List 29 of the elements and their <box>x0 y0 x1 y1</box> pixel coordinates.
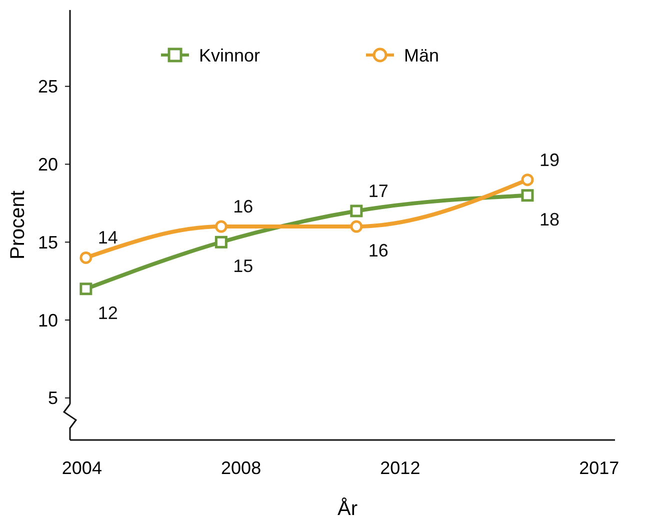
x-tick-label: 2012 <box>380 458 420 478</box>
point <box>521 174 534 186</box>
point <box>350 204 363 218</box>
data-label: 18 <box>539 209 560 230</box>
point <box>80 251 92 264</box>
y-tick-label: 10 <box>38 310 58 330</box>
y-axis-title: Procent <box>7 190 29 260</box>
x-axis-title: År <box>338 497 358 520</box>
y-tick-label: 20 <box>38 154 58 175</box>
point <box>521 189 534 202</box>
point <box>214 236 228 248</box>
point <box>80 282 92 296</box>
data-label: 19 <box>539 150 560 170</box>
x-tick-label: 2017 <box>579 458 620 478</box>
y-tick-label: 15 <box>38 232 58 252</box>
point <box>214 220 228 233</box>
x-tick-label: 2004 <box>62 458 102 478</box>
y-tick-label: 5 <box>48 388 58 408</box>
y-tick-label: 25 <box>38 76 58 97</box>
data-label: 15 <box>233 256 254 276</box>
data-label: 16 <box>233 196 254 217</box>
data-label: 17 <box>368 180 388 201</box>
data-label: 16 <box>368 240 388 261</box>
x-tick-label: 2008 <box>221 458 262 478</box>
legend-label: Män <box>404 45 440 66</box>
data-label: 12 <box>98 302 118 323</box>
point <box>350 220 363 233</box>
legend-label: Kvinnor <box>199 45 260 66</box>
data-label: 14 <box>98 228 118 248</box>
